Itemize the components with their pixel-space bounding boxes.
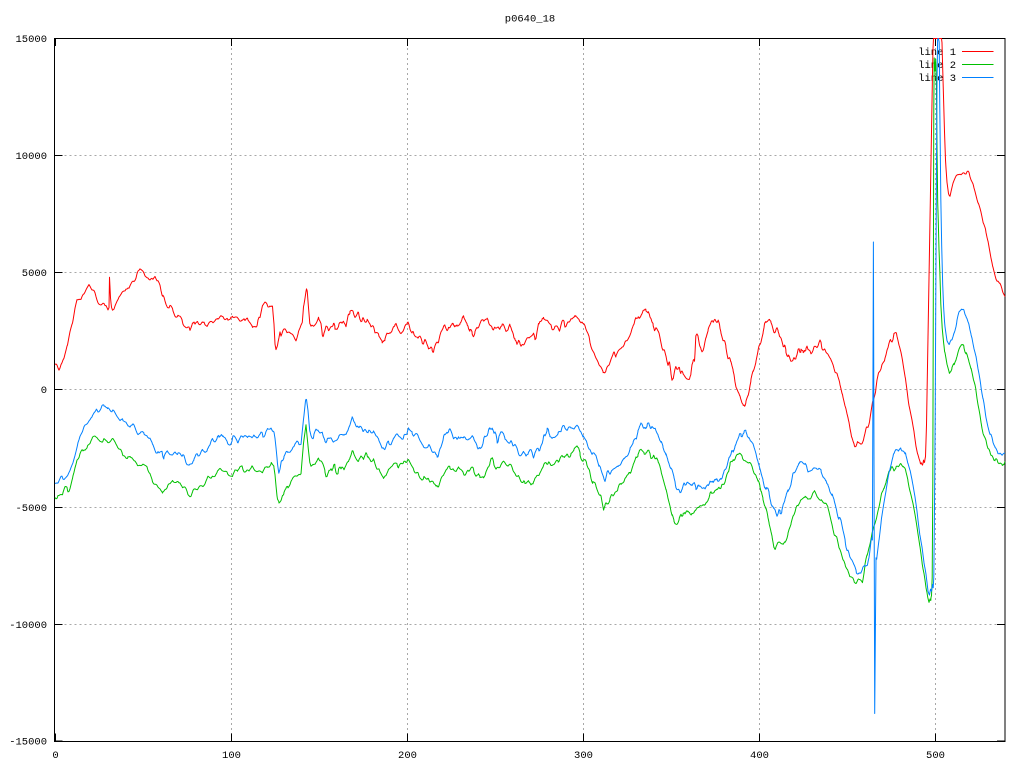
svg-text:200: 200 [398,750,417,762]
svg-text:5000: 5000 [22,268,47,280]
svg-text:0: 0 [41,385,47,397]
svg-text:15000: 15000 [15,34,47,46]
svg-text:100: 100 [222,750,241,762]
svg-text:400: 400 [750,750,769,762]
svg-text:0: 0 [52,750,58,762]
svg-text:300: 300 [574,750,593,762]
svg-text:p0640_18: p0640_18 [505,14,555,26]
svg-text:500: 500 [926,750,945,762]
svg-text:10000: 10000 [15,151,47,163]
svg-text:-15000: -15000 [9,737,47,749]
svg-text:-5000: -5000 [15,503,47,515]
svg-text:-10000: -10000 [9,620,47,632]
